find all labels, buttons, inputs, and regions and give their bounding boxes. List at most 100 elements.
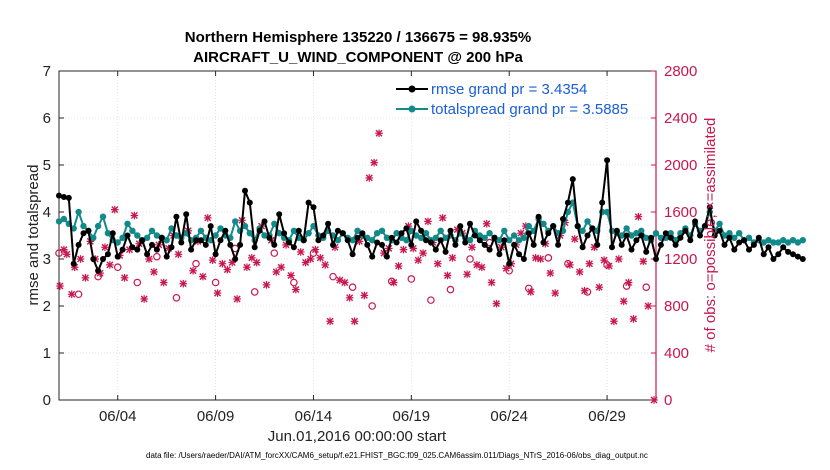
rmse-point	[295, 227, 302, 234]
totalspread-point	[726, 230, 733, 237]
totalspread-point	[99, 213, 107, 220]
rmse-point	[471, 232, 478, 239]
y-right-tick-label: 2000	[664, 157, 697, 174]
rmse-point	[506, 260, 513, 267]
rmse-point	[672, 241, 679, 248]
rmse-point	[90, 256, 97, 262]
rmse-point	[153, 246, 160, 253]
obs-assimilated-point	[487, 278, 496, 287]
totalspread-point	[212, 232, 219, 239]
obs-assimilated-point	[624, 278, 633, 287]
obs-assimilated-point	[159, 278, 168, 287]
totalspread-point	[623, 225, 630, 232]
rmse-point	[770, 256, 777, 262]
obs-assimilated-point	[336, 276, 344, 284]
rmse-point	[476, 237, 483, 244]
totalspread-point	[104, 230, 112, 237]
obs-possible-point	[348, 283, 357, 292]
obs-possible-point	[133, 278, 142, 287]
totalspread-point	[60, 215, 68, 223]
rmse-point	[692, 218, 699, 225]
rmse-point	[746, 246, 752, 253]
totalspread-point	[90, 234, 97, 241]
y-axis-label-right: # of obs: o=possible; ×=assimilated	[702, 118, 719, 353]
rmse-point	[511, 241, 518, 248]
obs-possible-point	[466, 255, 474, 263]
y-left-tick-label: 2	[43, 298, 51, 315]
rmse-point	[662, 230, 669, 237]
legend-marker-spread	[408, 105, 416, 113]
rmse-point	[447, 227, 454, 234]
rmse-point	[775, 251, 782, 258]
totalspread-point	[55, 218, 63, 225]
totalspread-point	[422, 230, 430, 237]
obs-assimilated-point	[262, 281, 271, 289]
totalspread-point	[305, 230, 312, 237]
rmse-point	[379, 241, 385, 248]
totalspread-point	[129, 227, 136, 234]
rmse-point	[281, 230, 288, 237]
rmse-point	[163, 253, 170, 260]
rmse-point	[687, 237, 694, 244]
obs-assimilated-point	[203, 214, 212, 222]
rmse-point	[535, 213, 542, 220]
rmse-point	[618, 241, 625, 248]
obs-assimilated-point	[110, 205, 119, 214]
legend-label-spread: totalspread grand pr = 3.5885	[431, 101, 628, 118]
rmse-point	[657, 241, 664, 248]
x-tick-label: 06/29	[588, 408, 626, 425]
rmse-point	[134, 246, 141, 253]
obs-assimilated-point	[443, 271, 452, 280]
totalspread-point	[721, 232, 728, 239]
rmse-point	[178, 239, 185, 246]
obs-assimilated-point	[615, 255, 623, 263]
rmse-point	[721, 241, 728, 248]
rmse-point	[423, 237, 429, 244]
rmse-point	[374, 239, 381, 246]
rmse-point	[334, 227, 341, 234]
rmse-point	[100, 256, 106, 262]
rmse-point	[579, 244, 586, 251]
totalspread-point	[217, 225, 224, 232]
obs-assimilated-point	[370, 158, 378, 167]
obs-assimilated-point	[531, 254, 540, 262]
totalspread-point	[134, 232, 141, 239]
totalspread-point	[633, 230, 640, 237]
rmse-point	[711, 232, 718, 239]
obs-assimilated-point	[468, 243, 476, 252]
totalspread-point	[579, 227, 586, 234]
obs-assimilated-point	[101, 243, 109, 252]
obs-assimilated-point	[120, 274, 129, 282]
rmse-point	[310, 204, 317, 211]
rmse-point	[467, 220, 473, 227]
rmse-point	[540, 239, 547, 246]
obs-assimilated-point	[63, 250, 71, 259]
obs-assimilated-point	[585, 259, 594, 268]
totalspread-point	[770, 239, 777, 246]
totalspread-point	[603, 208, 611, 216]
obs-assimilated-point	[482, 219, 491, 228]
rmse-point	[364, 241, 371, 248]
rmse-point	[315, 237, 322, 244]
rmse-point	[359, 230, 366, 237]
obs-possible-point	[172, 293, 181, 302]
x-tick-label: 06/19	[393, 408, 431, 425]
obs-assimilated-point	[76, 255, 85, 263]
obs-possible-point	[55, 249, 63, 257]
obs-possible-point	[407, 275, 416, 283]
rmse-point	[564, 199, 571, 206]
totalspread-point	[510, 232, 518, 239]
obs-assimilated-point	[634, 212, 643, 221]
rmse-point	[212, 251, 219, 258]
rmse-point	[516, 251, 522, 258]
rmse-point	[486, 246, 493, 253]
rmse-point	[741, 237, 748, 244]
rmse-point	[290, 244, 297, 251]
totalspread-point	[525, 222, 532, 230]
rmse-point	[432, 246, 439, 253]
rmse-point	[124, 232, 131, 239]
rmse-point	[638, 232, 645, 239]
rmse-point	[320, 232, 327, 239]
obs-assimilated-point	[218, 259, 227, 268]
obs-assimilated-point	[179, 279, 188, 288]
